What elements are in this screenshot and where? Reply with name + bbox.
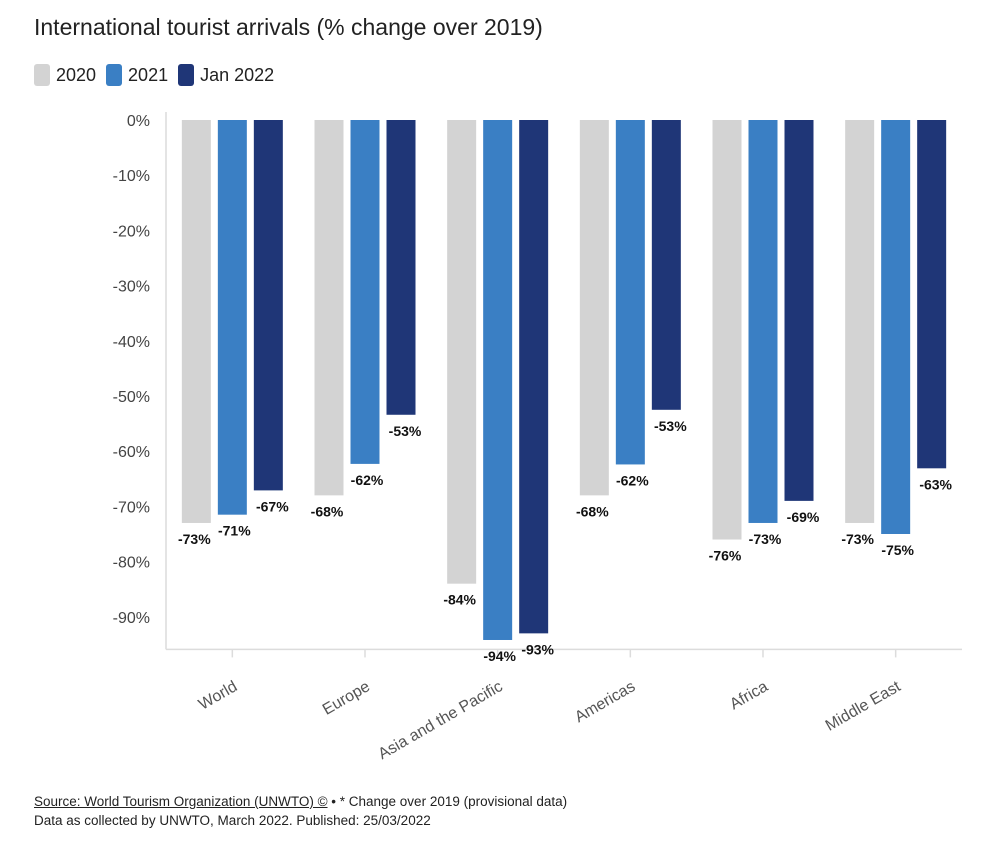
y-tick-label: -20% — [113, 223, 150, 240]
footer-line-2: Data as collected by UNWTO, March 2022. … — [34, 813, 431, 828]
footer-line-1: Source: World Tourism Organization (UNWT… — [34, 792, 567, 811]
y-tick-label: -50% — [113, 389, 150, 406]
data-label: -73% — [749, 531, 782, 547]
chart-title: International tourist arrivals (% change… — [34, 14, 543, 40]
legend-label-2020: 2020 — [56, 64, 97, 85]
bar — [350, 120, 380, 464]
data-label: -67% — [256, 498, 289, 514]
bar — [217, 120, 247, 515]
source-link[interactable]: Source: World Tourism Organization (UNWT… — [34, 794, 328, 809]
y-tick-label: -60% — [113, 444, 150, 461]
data-label: -68% — [311, 503, 344, 519]
legend-swatch-2020 — [34, 64, 50, 86]
y-tick-label: -40% — [113, 334, 150, 351]
legend-label-jan-2022: Jan 2022 — [200, 64, 275, 85]
data-label: -53% — [389, 423, 422, 439]
legend: 2020 2021 Jan 2022 — [34, 64, 284, 86]
bar — [579, 120, 609, 496]
data-label: -62% — [351, 472, 384, 488]
legend-label-2021: 2021 — [128, 64, 169, 85]
data-label: -73% — [178, 531, 211, 547]
data-label: -76% — [709, 548, 742, 564]
data-label: -94% — [483, 648, 516, 664]
data-label: -62% — [616, 472, 649, 488]
y-tick-label: -80% — [113, 555, 150, 572]
bar — [386, 120, 416, 415]
data-label: -71% — [218, 523, 251, 539]
data-label: -53% — [654, 418, 687, 434]
footer: Source: World Tourism Organization (UNWT… — [34, 792, 567, 830]
legend-item-2021[interactable]: 2021 — [106, 64, 168, 86]
legend-swatch-jan-2022 — [178, 64, 195, 86]
bar — [881, 120, 911, 534]
legend-swatch-2021 — [106, 64, 123, 86]
x-category-label: Europe — [320, 678, 373, 719]
y-tick-label: -90% — [113, 610, 150, 627]
data-label: -75% — [881, 542, 914, 558]
bar — [748, 120, 778, 523]
bar — [845, 120, 875, 523]
bar — [784, 120, 814, 501]
data-label: -69% — [787, 509, 820, 525]
x-category-label: World — [196, 678, 240, 713]
y-tick-label: -10% — [113, 168, 150, 185]
x-category-label: Asia and the Pacific — [375, 678, 505, 763]
bar — [314, 120, 344, 496]
data-label: -68% — [576, 503, 609, 519]
data-label: -63% — [919, 476, 952, 492]
x-category-label: Africa — [727, 678, 771, 713]
bar — [917, 120, 947, 469]
bar — [519, 120, 549, 634]
bar — [615, 120, 645, 465]
x-category-label: Americas — [572, 678, 638, 726]
bar-chart: 0% -10% -20% -30% -40% -50% -60% -70% -80% -90% Wo… — [113, 112, 962, 763]
y-tick-label: -30% — [113, 279, 150, 296]
bar — [447, 120, 477, 584]
y-tick-label: -70% — [113, 499, 150, 516]
bar — [712, 120, 742, 540]
footer-note: • * Change over 2019 (provisional data) — [327, 794, 568, 809]
bar — [483, 120, 513, 640]
legend-item-jan-2022[interactable]: Jan 2022 — [178, 64, 274, 86]
x-category-label: Middle East — [823, 678, 904, 735]
y-tick-label: 0% — [127, 113, 150, 130]
data-label: -84% — [443, 592, 476, 608]
data-label: -73% — [841, 531, 874, 547]
legend-item-2020[interactable]: 2020 — [34, 64, 96, 86]
bar — [181, 120, 211, 523]
data-label: -93% — [521, 641, 554, 657]
bar — [651, 120, 681, 410]
bar — [253, 120, 283, 491]
